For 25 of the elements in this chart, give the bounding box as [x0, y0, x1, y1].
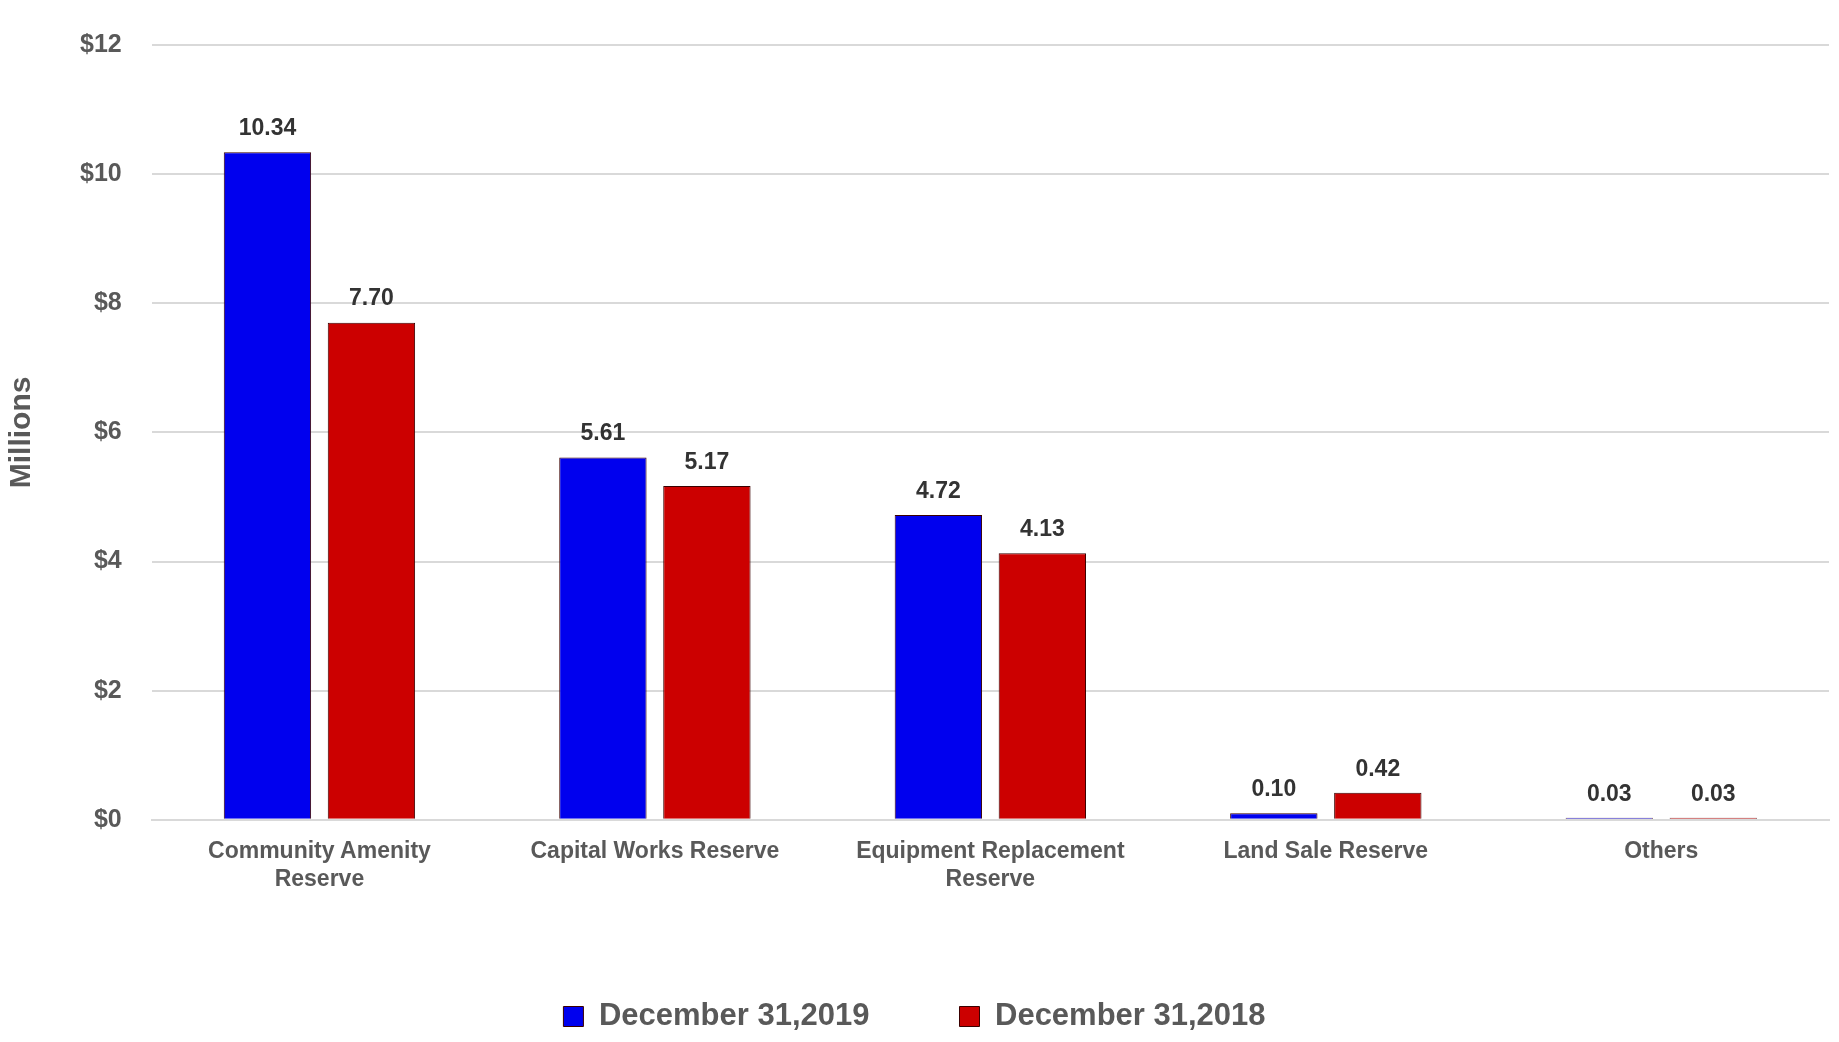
legend-label: December 31,2018: [995, 997, 1266, 1033]
y-tick-label: $8: [93, 287, 122, 316]
data-label: 0.42: [1355, 754, 1401, 781]
y-tick-label: $12: [79, 28, 122, 57]
y-axis-title: Millions: [3, 376, 37, 489]
data-label: 5.17: [684, 447, 730, 474]
x-tick-label: Others: [1624, 836, 1699, 863]
data-label: 0.03: [1690, 779, 1736, 806]
legend-label: December 31,2019: [598, 997, 870, 1033]
data-label: 5.61: [580, 419, 626, 446]
x-tick-label: Land Sale Reserve: [1223, 836, 1429, 863]
y-tick-label: $2: [93, 674, 122, 703]
x-tick-label: Community Amenity Reserve: [208, 836, 432, 891]
y-tick-label: $0: [93, 803, 122, 832]
data-label: 0.03: [1586, 779, 1632, 806]
data-label: 4.72: [915, 476, 961, 503]
x-tick-label: Capital Works Reserve: [530, 836, 780, 863]
x-tick-label: Equipment Replacement Reserve: [856, 836, 1125, 891]
data-label: 4.13: [1019, 514, 1065, 541]
data-label: 0.10: [1251, 775, 1297, 802]
y-tick-label: $4: [93, 545, 122, 574]
data-label: 7.70: [349, 284, 394, 311]
data-label: 10.34: [238, 114, 297, 141]
y-tick-label: $6: [93, 416, 122, 445]
y-tick-label: $10: [79, 158, 122, 187]
